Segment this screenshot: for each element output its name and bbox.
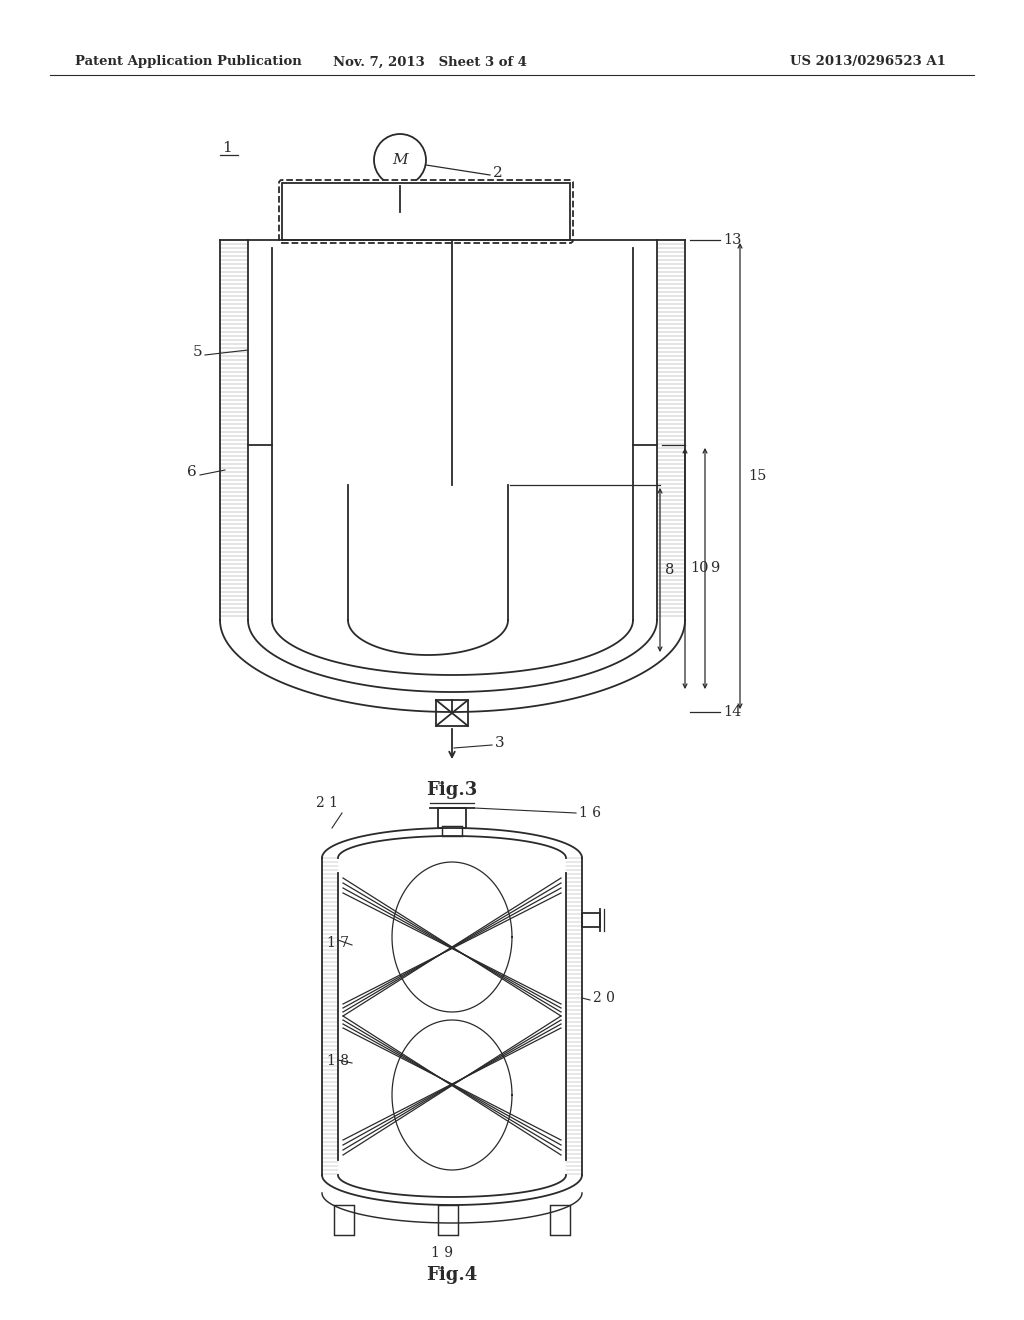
Text: Nov. 7, 2013   Sheet 3 of 4: Nov. 7, 2013 Sheet 3 of 4 bbox=[333, 55, 527, 69]
Text: 1 6: 1 6 bbox=[579, 807, 601, 820]
Text: 1: 1 bbox=[222, 141, 231, 154]
Text: 10: 10 bbox=[690, 561, 709, 576]
Text: 5: 5 bbox=[193, 345, 202, 359]
Bar bbox=[442, 826, 462, 836]
Text: 2 0: 2 0 bbox=[593, 991, 614, 1005]
Text: 3: 3 bbox=[495, 737, 505, 750]
FancyBboxPatch shape bbox=[279, 180, 573, 243]
Text: M: M bbox=[392, 153, 408, 168]
Text: 1 8: 1 8 bbox=[327, 1053, 349, 1068]
Bar bbox=[334, 1205, 354, 1236]
Text: 9: 9 bbox=[710, 561, 719, 576]
Text: 2 1: 2 1 bbox=[316, 796, 338, 810]
Text: Fig.3: Fig.3 bbox=[426, 781, 477, 799]
Text: Patent Application Publication: Patent Application Publication bbox=[75, 55, 302, 69]
Text: 1 9: 1 9 bbox=[431, 1246, 453, 1261]
Text: 15: 15 bbox=[748, 469, 766, 483]
Text: 6: 6 bbox=[187, 465, 197, 479]
Bar bbox=[550, 1205, 570, 1236]
Bar bbox=[282, 183, 570, 240]
Text: 2: 2 bbox=[493, 166, 503, 180]
Text: 13: 13 bbox=[723, 234, 741, 247]
Text: 14: 14 bbox=[723, 705, 741, 719]
Text: 8: 8 bbox=[665, 564, 675, 577]
Bar bbox=[438, 808, 466, 828]
Text: 1 7: 1 7 bbox=[327, 936, 349, 950]
Bar bbox=[582, 913, 600, 927]
Bar bbox=[438, 1205, 458, 1236]
Circle shape bbox=[374, 135, 426, 186]
Text: US 2013/0296523 A1: US 2013/0296523 A1 bbox=[790, 55, 946, 69]
Text: Fig.4: Fig.4 bbox=[426, 1266, 477, 1284]
